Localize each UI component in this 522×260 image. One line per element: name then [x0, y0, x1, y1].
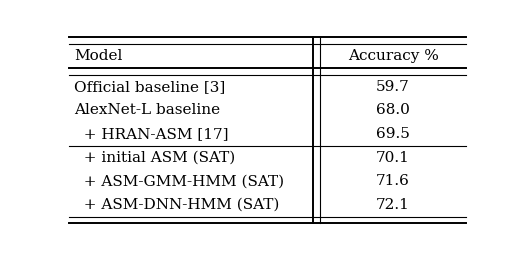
- Text: Model: Model: [74, 49, 123, 63]
- Text: + initial ASM (SAT): + initial ASM (SAT): [74, 151, 235, 165]
- Text: 70.1: 70.1: [376, 151, 410, 165]
- Text: 69.5: 69.5: [376, 127, 410, 141]
- Text: + ASM-GMM-HMM (SAT): + ASM-GMM-HMM (SAT): [74, 174, 284, 188]
- Text: 72.1: 72.1: [376, 198, 410, 212]
- Text: + HRAN-ASM [17]: + HRAN-ASM [17]: [74, 127, 229, 141]
- Text: + ASM-DNN-HMM (SAT): + ASM-DNN-HMM (SAT): [74, 198, 279, 212]
- Text: 71.6: 71.6: [376, 174, 410, 188]
- Text: Accuracy %: Accuracy %: [348, 49, 438, 63]
- Text: AlexNet-L baseline: AlexNet-L baseline: [74, 103, 220, 117]
- Text: 68.0: 68.0: [376, 103, 410, 117]
- Text: Official baseline [3]: Official baseline [3]: [74, 80, 226, 94]
- Text: 59.7: 59.7: [376, 80, 410, 94]
